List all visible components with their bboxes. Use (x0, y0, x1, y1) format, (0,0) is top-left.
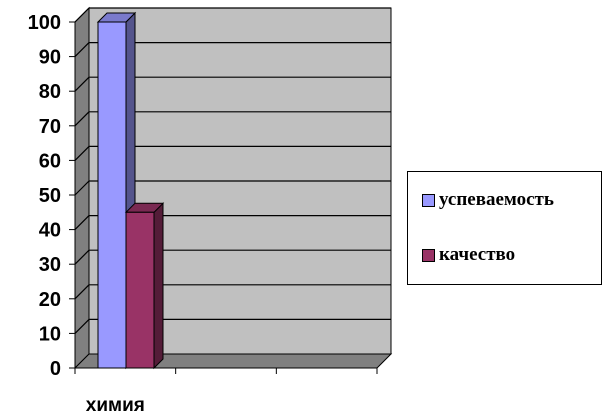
legend-item-kachestvo: качество (422, 244, 515, 266)
bars (96, 11, 165, 370)
legend-item-uspevaemost: успеваемость (422, 189, 554, 211)
gridline-side (74, 318, 90, 334)
y-tick-label: 100 (28, 12, 61, 34)
legend: успеваемость качество (407, 171, 602, 285)
y-tick-label: 0 (50, 358, 61, 380)
y-tick-label: 80 (39, 81, 61, 103)
gridline-side (74, 76, 90, 92)
legend-label-uspevaemost: успеваемость (439, 189, 554, 210)
y-tick-label: 20 (39, 289, 61, 311)
y-tick-label: 50 (39, 185, 61, 207)
y-tick-label: 30 (39, 254, 61, 276)
bar-kachestvo (124, 202, 165, 370)
x-tick-labels: химия (86, 395, 145, 416)
y-tick-label: 40 (39, 220, 61, 242)
gridline-side (74, 145, 90, 161)
gridline-side (74, 111, 90, 127)
y-tick-labels: 0 10 20 30 40 50 60 70 80 90 100 (28, 12, 61, 380)
bar-front (125, 211, 155, 369)
bar-side (153, 202, 164, 370)
gridline-side (74, 215, 90, 231)
y-tick-label: 70 (39, 116, 61, 138)
x-tick-label: химия (86, 395, 145, 416)
gridline-side (74, 284, 90, 300)
gridline-side (74, 180, 90, 196)
bar-front (97, 21, 127, 369)
legend-label-kachestvo: качество (439, 244, 516, 265)
legend-swatch-uspevaemost (422, 193, 435, 207)
y-tick-label: 10 (39, 323, 61, 345)
gridline-side (74, 249, 90, 265)
y-tick-label: 90 (39, 47, 61, 69)
gridline-side (74, 7, 90, 23)
legend-swatch-kachestvo (422, 248, 435, 262)
y-tick-label: 60 (39, 150, 61, 172)
gridline-side (74, 42, 90, 58)
